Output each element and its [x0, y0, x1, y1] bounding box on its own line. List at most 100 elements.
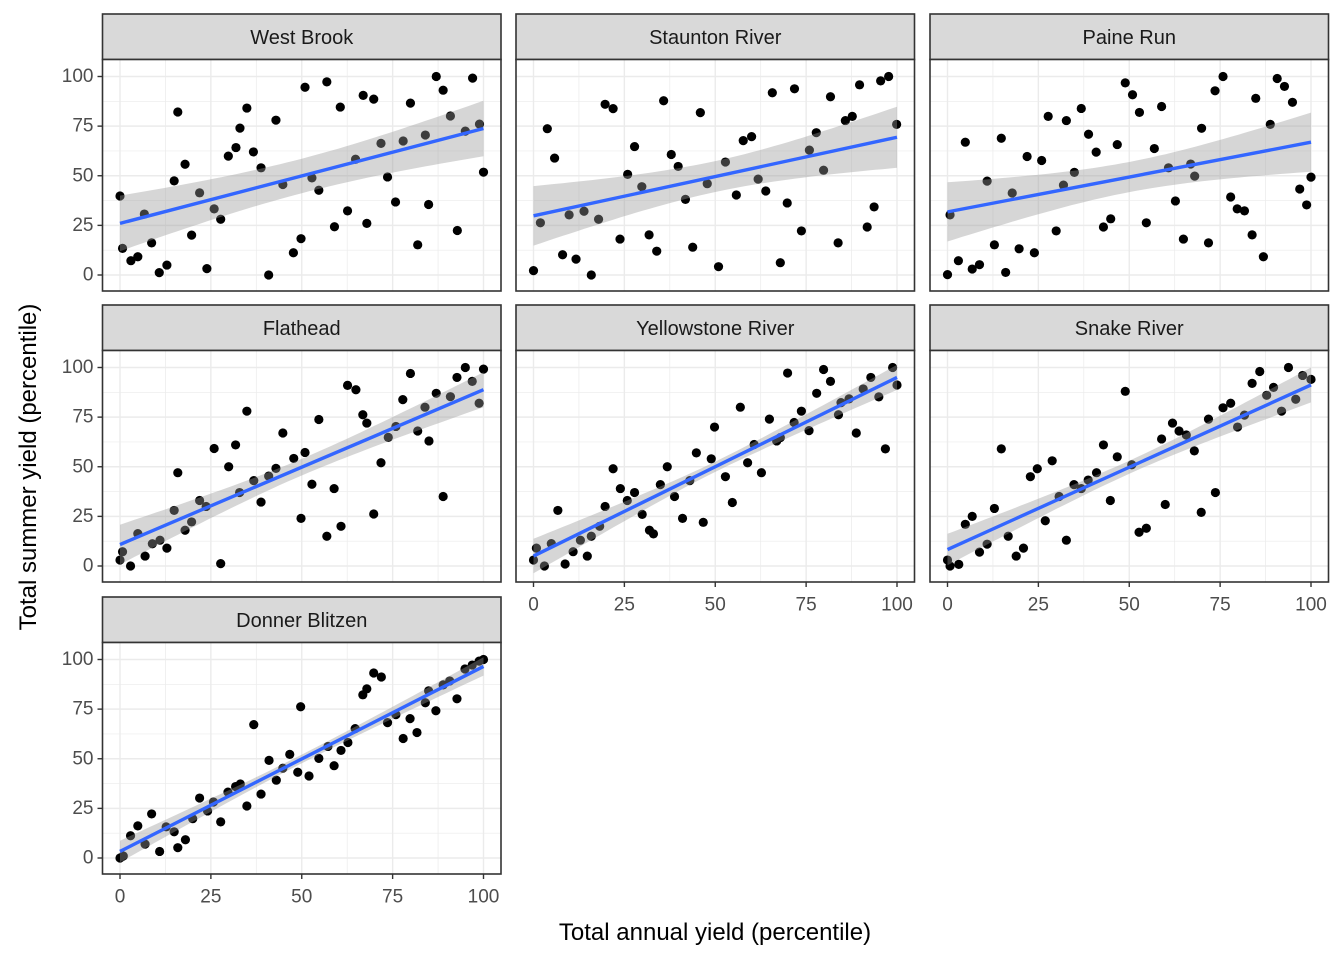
data-point	[1149, 143, 1159, 154]
data-point	[960, 519, 970, 529]
data-point	[622, 495, 632, 506]
data-point	[398, 395, 408, 405]
data-point	[271, 775, 281, 785]
data-point	[358, 410, 368, 420]
facet-strip	[515, 13, 916, 61]
data-point	[575, 535, 585, 545]
data-point	[117, 243, 128, 254]
panel-staunton-river: Staunton River	[515, 13, 916, 292]
data-point	[115, 555, 125, 565]
data-point	[147, 809, 157, 819]
data-point	[209, 443, 219, 454]
data-point	[1014, 244, 1024, 254]
panel-west-brook: West Brook 0 25 50 75 100	[62, 13, 502, 292]
data-point	[474, 119, 485, 129]
data-point	[767, 88, 777, 98]
y-tick-label: 50	[72, 456, 93, 477]
data-point	[271, 115, 281, 125]
data-point	[818, 165, 829, 175]
data-point	[662, 462, 672, 472]
data-point	[1069, 167, 1079, 177]
data-point	[1226, 398, 1236, 408]
y-tick-label: 50	[72, 165, 93, 186]
data-point	[1178, 234, 1189, 244]
data-point	[637, 182, 647, 192]
data-point	[720, 157, 731, 167]
data-point	[296, 234, 306, 244]
facet-strip	[101, 596, 502, 644]
data-point	[169, 827, 179, 837]
data-point	[1011, 551, 1021, 561]
data-point	[358, 90, 368, 100]
data-point	[1061, 535, 1071, 545]
confidence-band	[533, 364, 897, 574]
y-tick-label: 25	[72, 215, 93, 236]
regression-line	[532, 375, 898, 558]
data-point	[336, 745, 346, 756]
data-point	[249, 476, 259, 486]
x-tick-label: 0	[528, 595, 539, 616]
data-point	[390, 197, 401, 207]
data-point	[1025, 472, 1035, 482]
data-point	[528, 555, 539, 565]
data-point	[460, 362, 470, 373]
data-point	[623, 169, 633, 179]
data-point	[133, 821, 143, 831]
data-point	[1306, 172, 1316, 182]
data-point	[586, 531, 596, 541]
data-point	[967, 264, 977, 274]
data-point	[1018, 543, 1029, 553]
data-point	[314, 414, 324, 425]
data-point	[126, 256, 136, 266]
x-tick-label: 25	[1028, 595, 1049, 616]
data-point	[615, 483, 625, 494]
data-point	[1255, 366, 1265, 377]
data-point	[1040, 516, 1050, 526]
data-point	[1112, 139, 1122, 150]
data-point	[169, 176, 179, 186]
data-point	[115, 191, 125, 201]
data-point	[445, 111, 456, 121]
data-point	[677, 513, 688, 523]
data-point	[362, 684, 372, 694]
data-point	[343, 737, 353, 748]
data-point	[553, 505, 563, 516]
data-point	[1287, 97, 1298, 107]
data-point	[180, 159, 190, 169]
data-point	[420, 130, 430, 140]
regression-line	[119, 664, 485, 853]
data-point	[579, 206, 589, 216]
data-point	[329, 483, 339, 494]
data-point	[709, 422, 720, 432]
data-point	[478, 654, 489, 665]
data-point	[764, 414, 775, 424]
data-point	[1226, 192, 1236, 202]
data-point	[431, 71, 441, 82]
facet-strip-title: Flathead	[263, 318, 341, 340]
data-point	[405, 98, 416, 108]
regression-line	[946, 383, 1312, 552]
data-point	[147, 539, 157, 549]
data-point	[600, 501, 610, 512]
data-point	[880, 444, 890, 454]
data-point	[173, 843, 183, 853]
data-point	[362, 418, 372, 428]
data-point	[278, 428, 288, 438]
data-point	[989, 240, 999, 250]
data-point	[571, 254, 581, 264]
data-point	[382, 172, 393, 182]
y-tick-label: 75	[72, 116, 93, 137]
panel-donner-blitzen: Donner Blitzen 0 25 50 75 100 0 25 50 75 100	[62, 596, 502, 908]
data-point	[369, 668, 379, 678]
panel-snake-river: Snake River 0 25 50 75 100	[929, 304, 1330, 616]
panel-border	[929, 58, 1330, 292]
x-tick-label: 50	[1119, 595, 1140, 616]
data-point	[478, 167, 489, 177]
data-point	[615, 234, 625, 244]
data-point	[1120, 386, 1130, 396]
data-point	[796, 226, 806, 236]
data-point	[242, 103, 252, 113]
y-tick-label: 0	[83, 265, 94, 286]
data-point	[666, 149, 676, 160]
